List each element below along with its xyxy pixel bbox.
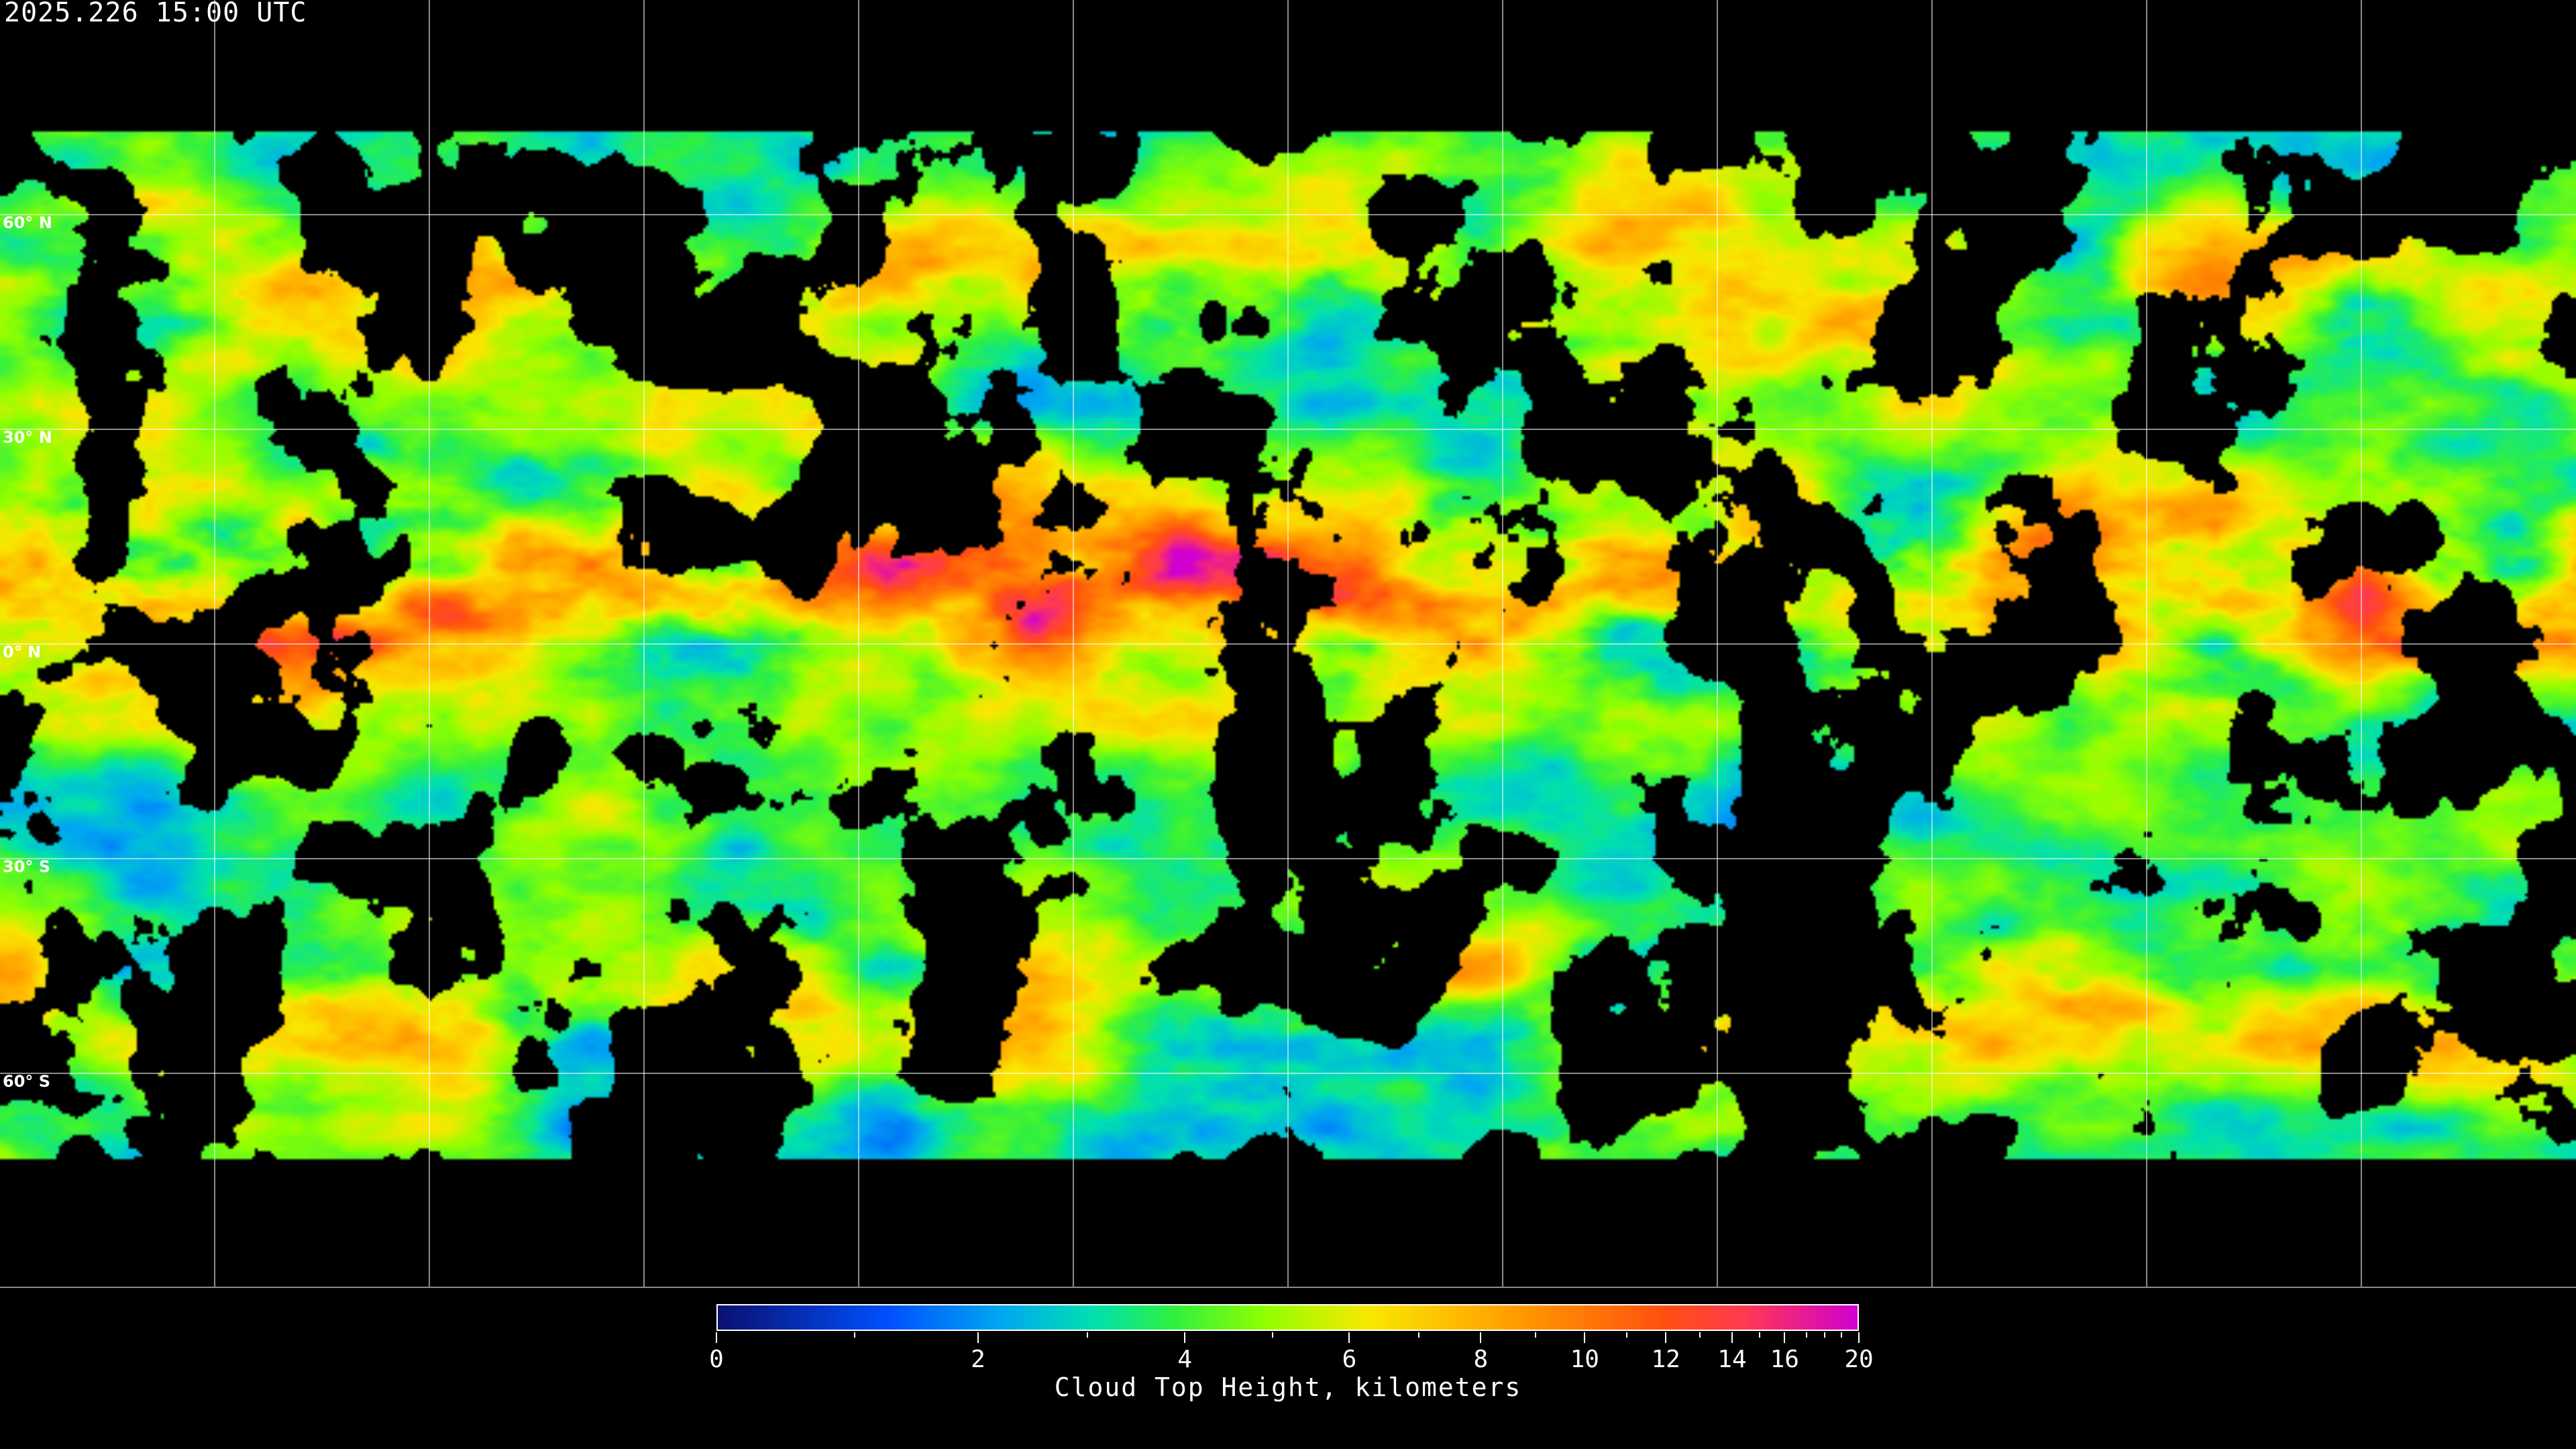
colorbar-major-tick — [1858, 1332, 1860, 1343]
colorbar-tick-label: 2 — [971, 1346, 985, 1373]
lat-label-30n: 30° N — [3, 428, 52, 447]
colorbar-major-tick — [1184, 1332, 1186, 1343]
graticule — [0, 0, 2576, 1288]
colorbar-major-tick — [977, 1332, 979, 1343]
colorbar-minor-tick — [1823, 1332, 1825, 1338]
colorbar-minor-tick — [1087, 1332, 1089, 1338]
colorbar-tick-label: 20 — [1844, 1346, 1874, 1373]
colorbar-tick-label: 10 — [1570, 1346, 1599, 1373]
colorbar-major-tick — [1348, 1332, 1350, 1343]
colorbar-major-tick — [1665, 1332, 1667, 1343]
colorbar-major-tick — [1784, 1332, 1786, 1343]
colorbar — [716, 1304, 1859, 1331]
lat-label-60n: 60° N — [3, 213, 52, 232]
colorbar-tick-label: 6 — [1342, 1346, 1357, 1373]
colorbar-tick-label: 12 — [1651, 1346, 1680, 1373]
colorbar-major-tick — [716, 1332, 717, 1343]
colorbar-minor-tick — [1418, 1332, 1420, 1338]
colorbar-minor-tick — [1535, 1332, 1537, 1338]
colorbar-tick-label: 4 — [1177, 1346, 1193, 1373]
colorbar-minor-tick — [1626, 1332, 1628, 1338]
colorbar-tick-label: 8 — [1473, 1346, 1489, 1373]
colorbar-major-tick — [1584, 1332, 1586, 1343]
timestamp-title: 2025.226 15:00 UTC — [4, 0, 307, 28]
map-bottom-border — [0, 1287, 2576, 1288]
lat-label-equator: 0° N — [3, 643, 42, 661]
colorbar-tick-label: 0 — [709, 1346, 724, 1373]
colorbar-tick-label: 16 — [1770, 1346, 1799, 1373]
cloud-top-height-map — [0, 0, 2576, 1288]
colorbar-minor-tick — [1805, 1332, 1807, 1338]
lat-label-60s: 60° S — [3, 1072, 51, 1091]
colorbar-minor-tick — [1699, 1332, 1701, 1338]
colorbar-minor-tick — [1758, 1332, 1760, 1338]
colorbar-minor-tick — [1272, 1332, 1274, 1338]
colorbar-label: Cloud Top Height, kilometers — [1054, 1373, 1522, 1402]
lat-label-30s: 30° S — [3, 857, 51, 876]
colorbar-minor-tick — [854, 1332, 856, 1338]
colorbar-tick-label: 14 — [1717, 1346, 1747, 1373]
colorbar-minor-tick — [1841, 1332, 1843, 1338]
colorbar-ticks: 0 2 4 6 8 10 12 14 16 20 — [709, 1332, 1874, 1373]
colorbar-major-tick — [1480, 1332, 1482, 1343]
colorbar-major-tick — [1731, 1332, 1733, 1343]
